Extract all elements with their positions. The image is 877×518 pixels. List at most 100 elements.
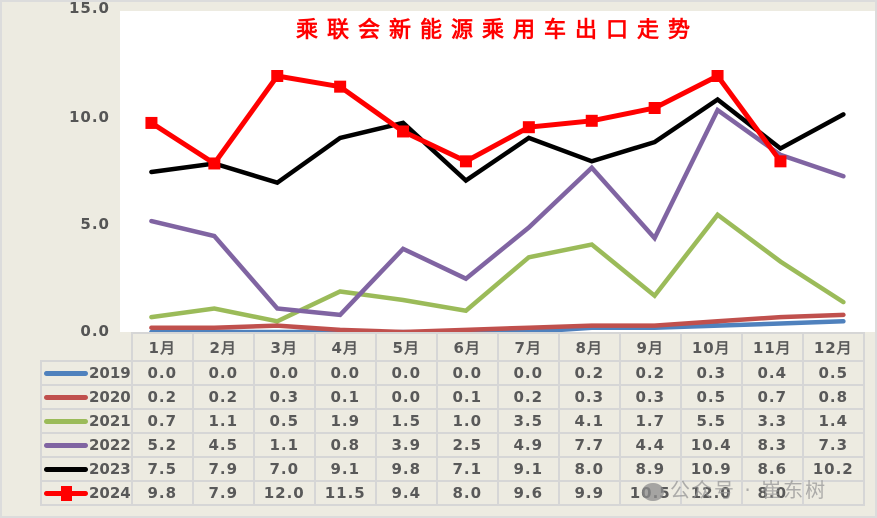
table-cell: 1.9: [313, 408, 377, 434]
legend-entry: 2020: [40, 384, 133, 410]
table-cell: 1.7: [618, 408, 682, 434]
column-header: 11月: [740, 332, 804, 362]
table-cell: 9.4: [374, 480, 438, 506]
table-cell: 0.1: [313, 384, 377, 410]
legend-square-marker-icon: [61, 486, 72, 501]
table-cell: 1.1: [252, 432, 316, 458]
data-point-marker: [585, 114, 598, 127]
table-cell: 0.8: [313, 432, 377, 458]
table-cell: 1.5: [374, 408, 438, 434]
table-cell: 8.9: [618, 456, 682, 482]
legend-label: 2019: [89, 364, 131, 382]
column-header: 9月: [618, 332, 682, 362]
table-cell: 10.9: [679, 456, 743, 482]
series-2022: [149, 106, 846, 318]
data-point-marker: [774, 155, 787, 168]
column-header: 7月: [496, 332, 560, 362]
data-point-marker: [271, 70, 284, 82]
table-cell: 8.6: [740, 456, 804, 482]
table-corner: [41, 333, 133, 362]
legend-entry: 2024: [40, 480, 133, 506]
legend-line-icon: [44, 419, 88, 424]
table-cell: 3.5: [496, 408, 560, 434]
data-point-marker: [397, 125, 410, 138]
table-cell: 5.5: [679, 408, 743, 434]
data-table: 1月 2月 3月 4月 5月 6月 7月 8月 9月 10月 11月 12月 2019 0.0 0.0 0.0…: [40, 332, 865, 506]
table-cell: 0.0: [374, 384, 438, 410]
table-cell: 0.2: [130, 384, 194, 410]
table-row: 2020 0.2 0.2 0.3 0.1 0.0 0.1 0.2 0.3 0.3 0.5 0.7 0.8: [40, 384, 865, 410]
table-header-row: 1月 2月 3月 4月 5月 6月 7月 8月 9月 10月 11月 12月: [41, 332, 865, 362]
line-series-canvas: [145, 70, 846, 332]
table-cell: 2.5: [435, 432, 499, 458]
table-cell: 7.7: [557, 432, 621, 458]
table-cell: 3.3: [740, 408, 804, 434]
table-cell: 0.0: [313, 360, 377, 386]
table-cell: 3.9: [374, 432, 438, 458]
table-cell: 0.2: [496, 384, 560, 410]
data-point-marker: [334, 80, 347, 93]
column-header: 2月: [191, 332, 255, 362]
table-cell: 0.5: [252, 408, 316, 434]
table-cell: 0.5: [679, 384, 743, 410]
table-cell: 0.7: [130, 408, 194, 434]
table-cell: 8.3: [740, 432, 804, 458]
y-tick-10: 10.0: [68, 108, 110, 126]
table-cell: 0.2: [557, 360, 621, 386]
column-header: 3月: [252, 332, 316, 362]
table-cell: 8.0: [435, 480, 499, 506]
legend-label: 2023: [89, 460, 131, 478]
y-tick-15: 15.0: [68, 0, 110, 17]
legend-line-icon: [44, 467, 88, 472]
column-header: 4月: [313, 332, 377, 362]
table-cell: 0.3: [679, 360, 743, 386]
table-cell: 4.9: [496, 432, 560, 458]
data-point-marker: [648, 102, 661, 114]
table-row: 2021 0.7 1.1 0.5 1.9 1.5 1.0 3.5 4.1 1.7 5.5 3.3 1.4: [40, 408, 865, 434]
wechat-icon: [642, 482, 664, 501]
table-cell: 8.0: [740, 480, 804, 506]
table-cell: 0.3: [557, 384, 621, 410]
data-point-marker: [459, 155, 472, 168]
table-cell: [801, 480, 865, 506]
table-row: 2023 7.5 7.9 7.0 9.1 9.8 7.1 9.1 8.0 8.9 10.9 8.6 10…: [40, 456, 865, 482]
table-cell: 7.9: [191, 480, 255, 506]
table-cell: 9.9: [557, 480, 621, 506]
data-point-marker: [522, 121, 535, 134]
data-point-marker: [145, 116, 158, 129]
plot-area: [120, 11, 875, 332]
column-header: 5月: [374, 332, 438, 362]
column-header: 1月: [130, 332, 194, 362]
column-header: 12月: [801, 332, 865, 362]
table-cell: 0.0: [252, 360, 316, 386]
table-cell: 0.0: [130, 360, 194, 386]
column-header: 8月: [557, 332, 621, 362]
legend-line-icon: [44, 371, 88, 376]
legend-line-icon: [44, 443, 88, 448]
legend-line-icon: [44, 486, 88, 501]
column-header: 6月: [435, 332, 499, 362]
table-cell: 9.1: [313, 456, 377, 482]
table-cell: 0.3: [252, 384, 316, 410]
table-cell: 0.5: [801, 360, 865, 386]
table-cell: 0.2: [618, 360, 682, 386]
table-cell: 7.3: [801, 432, 865, 458]
series-2020: [149, 312, 846, 332]
table-cell: 5.2: [130, 432, 194, 458]
table-cell: 0.4: [740, 360, 804, 386]
table-cell: 4.5: [191, 432, 255, 458]
table-cell: 0.0: [191, 360, 255, 386]
table-cell: 7.5: [130, 456, 194, 482]
legend-entry: 2023: [40, 456, 133, 482]
table-cell: 9.6: [496, 480, 560, 506]
table-cell: 7.9: [191, 456, 255, 482]
table-cell: 0.3: [618, 384, 682, 410]
table-cell: 0.0: [496, 360, 560, 386]
table-cell: 0.7: [740, 384, 804, 410]
table-cell: 8.0: [557, 456, 621, 482]
legend-entry: 2019: [40, 360, 133, 386]
watermark: 公众号 · 崔东树: [642, 474, 827, 503]
table-row: 2019 0.0 0.0 0.0 0.0 0.0 0.0 0.0 0.2 0.2 0.3 0.4 0.5: [40, 360, 865, 386]
table-row: 20249.87.912.011.59.48.09.69.910.512.08.…: [40, 480, 865, 506]
